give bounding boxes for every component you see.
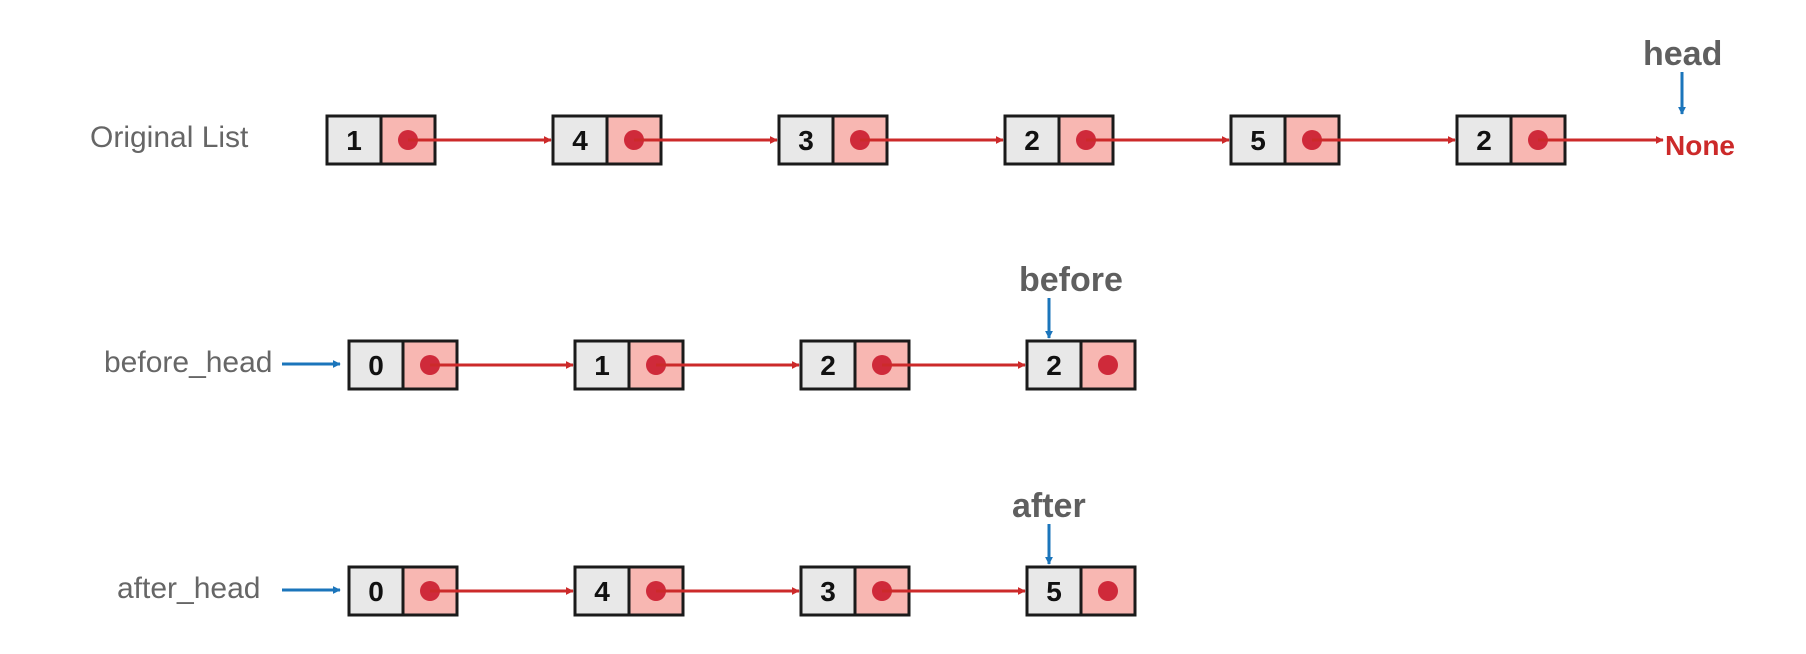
node-value: 2 xyxy=(1476,125,1492,156)
row-after-head: after_head 0 4 3 5 after xyxy=(117,487,1137,617)
node-value: 3 xyxy=(820,576,836,607)
node-value: 5 xyxy=(1046,576,1062,607)
pointer-label-before: before xyxy=(1019,261,1123,299)
node-value-cell xyxy=(1027,567,1081,615)
node-value-cell xyxy=(1231,116,1285,164)
node-value: 5 xyxy=(1250,125,1266,156)
row-original-list: Original List 1 4 3 2 5 2 None head xyxy=(90,35,1735,166)
row-after-nodes: 0 4 3 5 xyxy=(347,565,1137,617)
node-value-cell xyxy=(1005,116,1059,164)
node-value: 2 xyxy=(1024,125,1040,156)
row-label-after-head: after_head xyxy=(117,572,260,605)
node-value-cell xyxy=(1027,341,1081,389)
row-original-nodes: 1 4 3 2 5 2 xyxy=(325,114,1664,166)
node-value: 0 xyxy=(368,350,384,381)
node-value-cell xyxy=(575,567,629,615)
list-node: 2 xyxy=(1003,114,1115,166)
node-value: 4 xyxy=(572,125,588,156)
list-node: 2 xyxy=(1025,339,1137,391)
node-value-cell xyxy=(349,341,403,389)
node-value-cell xyxy=(553,116,607,164)
node-value: 2 xyxy=(1046,350,1062,381)
row-before-head: before_head 0 1 2 2 before xyxy=(104,261,1137,391)
none-terminal: None xyxy=(1665,130,1735,161)
row-label-original: Original List xyxy=(90,121,249,154)
list-node: 5 xyxy=(1025,565,1137,617)
node-value: 2 xyxy=(820,350,836,381)
row-label-before-head: before_head xyxy=(104,346,273,379)
node-value: 4 xyxy=(594,576,610,607)
node-value-cell xyxy=(801,567,855,615)
node-value-cell xyxy=(801,341,855,389)
node-value-cell xyxy=(349,567,403,615)
list-node: 3 xyxy=(799,565,911,617)
next-pointer-dot xyxy=(1098,355,1118,375)
pointer-label-after: after xyxy=(1012,487,1086,525)
node-value: 0 xyxy=(368,576,384,607)
node-value: 3 xyxy=(798,125,814,156)
pointer-label-head: head xyxy=(1643,35,1722,73)
node-value: 1 xyxy=(594,350,610,381)
list-node: 3 xyxy=(777,114,889,166)
next-pointer-dot xyxy=(1098,581,1118,601)
node-value-cell xyxy=(327,116,381,164)
row-before-nodes: 0 1 2 2 xyxy=(347,339,1137,391)
node-value-cell xyxy=(575,341,629,389)
node-value-cell xyxy=(1457,116,1511,164)
node-value-cell xyxy=(779,116,833,164)
node-value: 1 xyxy=(346,125,362,156)
